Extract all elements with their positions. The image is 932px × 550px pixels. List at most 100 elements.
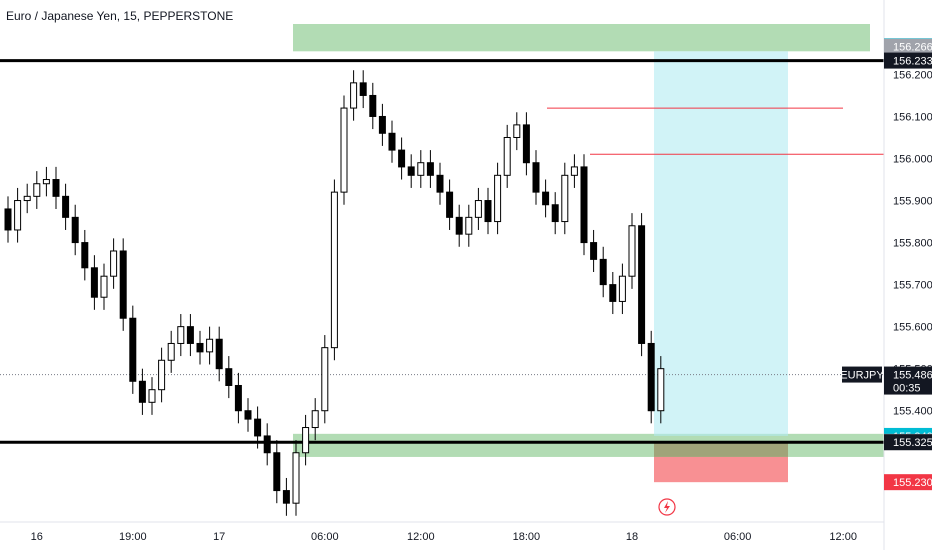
candle-body bbox=[4, 208, 12, 231]
candle-body bbox=[225, 368, 233, 386]
candle bbox=[618, 263, 626, 315]
candle-body bbox=[359, 82, 367, 96]
candle bbox=[129, 305, 137, 394]
candle-body bbox=[532, 162, 540, 193]
candle-body bbox=[618, 275, 626, 302]
candle-body bbox=[206, 338, 214, 353]
candle-body bbox=[628, 225, 636, 277]
candle bbox=[494, 162, 502, 235]
candle bbox=[436, 162, 444, 205]
candle bbox=[398, 137, 406, 180]
candle bbox=[638, 213, 646, 357]
candle-body bbox=[570, 166, 578, 176]
x-tick-label: 06:00 bbox=[724, 531, 752, 543]
y-tick-label: 155.700 bbox=[893, 280, 932, 292]
price-label-black: 156.233 bbox=[884, 52, 932, 69]
zone-blue bbox=[654, 51, 788, 436]
x-tick-label: 19:00 bbox=[119, 531, 147, 543]
candle-body bbox=[138, 380, 146, 403]
price-label-text: 156.266 bbox=[893, 42, 932, 54]
candle-body bbox=[14, 200, 22, 231]
candle-body bbox=[638, 225, 646, 344]
candle-body bbox=[254, 418, 262, 437]
price-label-bg bbox=[884, 38, 932, 55]
price-label-text: 156.233 bbox=[893, 56, 932, 68]
candle bbox=[522, 112, 530, 176]
candle-body bbox=[340, 107, 348, 193]
candle bbox=[186, 314, 194, 357]
x-tick-label: 16 bbox=[31, 531, 43, 543]
candle-body bbox=[71, 216, 79, 244]
candle bbox=[330, 179, 338, 361]
candle-body bbox=[119, 250, 127, 319]
x-tick-label: 12:00 bbox=[407, 531, 435, 543]
price-label-text: 155.325 bbox=[893, 437, 932, 449]
candle-body bbox=[311, 410, 319, 429]
candle bbox=[503, 124, 511, 188]
candle bbox=[321, 335, 329, 424]
candle bbox=[206, 326, 214, 365]
price-label-red: 155.230 bbox=[884, 474, 932, 491]
candle-body bbox=[657, 368, 665, 412]
candle-body bbox=[580, 166, 588, 244]
candle bbox=[14, 187, 22, 243]
candle-body bbox=[513, 124, 521, 138]
candle-body bbox=[292, 452, 300, 504]
y-tick-label: 155.600 bbox=[893, 322, 932, 334]
x-tick-label: 17 bbox=[213, 531, 225, 543]
candle bbox=[158, 347, 166, 403]
candle bbox=[474, 187, 482, 230]
zone-green bbox=[293, 24, 870, 52]
price-label-bg bbox=[884, 474, 932, 491]
candle bbox=[359, 70, 367, 109]
candle-body bbox=[148, 389, 156, 403]
candle-body bbox=[62, 195, 70, 218]
candle bbox=[196, 330, 204, 365]
candle-body bbox=[426, 162, 434, 176]
lightning-icon-bolt bbox=[664, 501, 670, 513]
candle bbox=[225, 356, 233, 399]
candle bbox=[244, 398, 252, 432]
candle-body bbox=[302, 427, 310, 454]
candle-body bbox=[215, 338, 223, 370]
candle bbox=[138, 368, 146, 415]
candle-body bbox=[494, 174, 502, 223]
candle-body bbox=[647, 342, 655, 412]
candle bbox=[110, 238, 118, 289]
y-tick-label: 156.100 bbox=[893, 111, 932, 123]
y-tick-label: 155.800 bbox=[893, 238, 932, 250]
y-tick-label: 155.400 bbox=[893, 406, 932, 418]
candle bbox=[71, 204, 79, 256]
candle-body bbox=[100, 275, 108, 298]
candle-body bbox=[369, 94, 377, 117]
zone-olive bbox=[654, 441, 788, 457]
candle bbox=[215, 326, 223, 382]
candle-body bbox=[110, 250, 118, 277]
candle-body bbox=[273, 452, 281, 492]
candle-body bbox=[167, 342, 175, 361]
price-label-countdown: 00:35 bbox=[893, 383, 921, 395]
candle-body bbox=[196, 342, 204, 353]
candle-body bbox=[522, 124, 530, 164]
zone-red bbox=[654, 456, 788, 483]
candle bbox=[23, 183, 31, 214]
candle-body bbox=[542, 191, 550, 206]
candle-body bbox=[158, 359, 166, 391]
candle-body bbox=[234, 384, 242, 412]
x-tick-label: 18:00 bbox=[513, 531, 541, 543]
candle-body bbox=[244, 410, 252, 420]
candle-body bbox=[436, 174, 444, 193]
candle bbox=[81, 229, 89, 281]
candle bbox=[532, 150, 540, 205]
candle-body bbox=[455, 216, 463, 235]
price-label-black: 155.325 bbox=[884, 434, 932, 451]
price-axis bbox=[884, 0, 932, 550]
candle bbox=[426, 150, 434, 188]
price-label-bg bbox=[884, 366, 932, 395]
price-label-text: 155.486 bbox=[893, 370, 932, 382]
candle bbox=[446, 179, 454, 230]
candle bbox=[484, 187, 492, 235]
candle-body bbox=[23, 195, 31, 202]
